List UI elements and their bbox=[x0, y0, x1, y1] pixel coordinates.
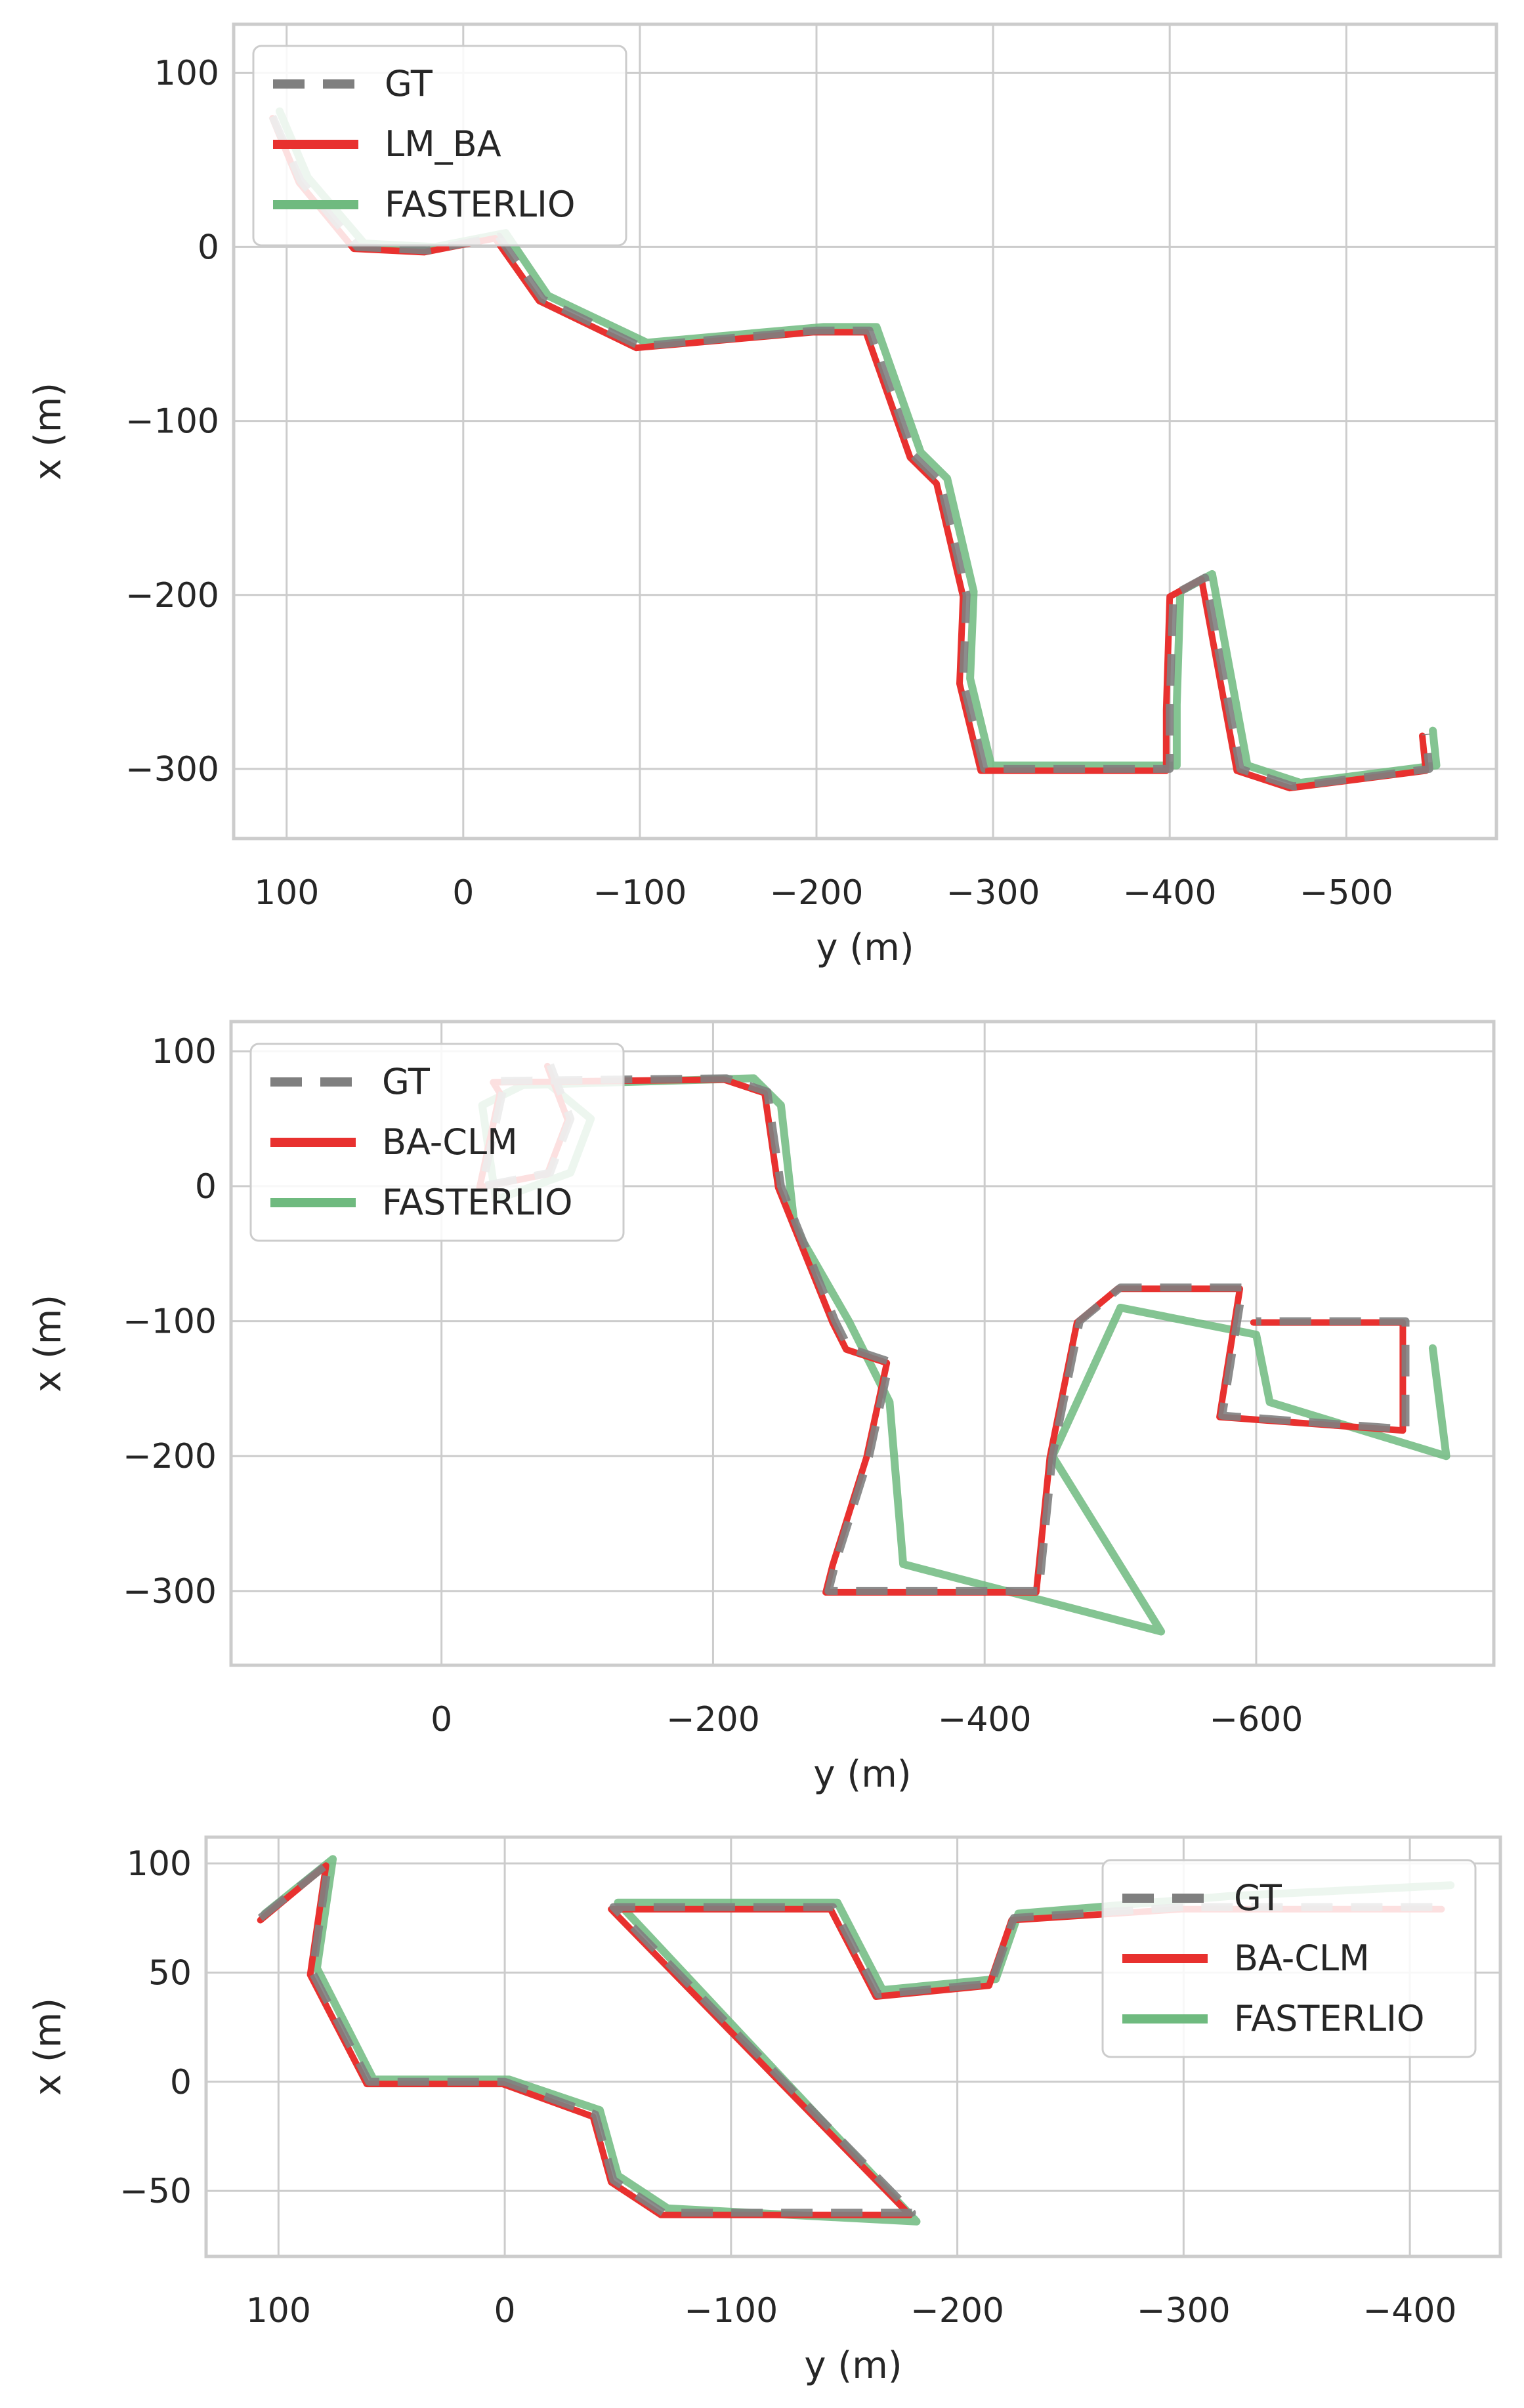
x-tick-label: 0 bbox=[452, 873, 474, 913]
y-tick-label: −300 bbox=[123, 1572, 217, 1611]
y-axis-label: x (m) bbox=[27, 383, 70, 480]
x-tick-label: 0 bbox=[494, 2291, 516, 2331]
legend-label-gt: GT bbox=[1234, 1877, 1282, 1919]
legend-label-fasterlio: FASTERLIO bbox=[385, 184, 575, 225]
plot-frame bbox=[229, 1020, 1496, 1667]
x-tick-label: −300 bbox=[1137, 2291, 1231, 2331]
x-tick-label: 100 bbox=[246, 2291, 311, 2331]
legend-box bbox=[1101, 1859, 1477, 2058]
y-tick-label: 100 bbox=[152, 1032, 217, 1071]
y-tick-label: 0 bbox=[170, 2063, 192, 2102]
y-axis-label: x (m) bbox=[27, 1998, 70, 2096]
x-axis-label: y (m) bbox=[816, 926, 914, 969]
y-tick-label: 0 bbox=[198, 228, 219, 267]
x-tick-label: −100 bbox=[593, 873, 687, 913]
y-tick-label: −100 bbox=[125, 402, 219, 442]
x-tick-label: 0 bbox=[431, 1700, 452, 1739]
legend-label-ba-clm: BA-CLM bbox=[382, 1121, 518, 1163]
y-tick-label: −50 bbox=[119, 2172, 192, 2211]
x-tick-label: −200 bbox=[910, 2291, 1004, 2331]
plot-frame bbox=[232, 22, 1498, 841]
x-axis-label: y (m) bbox=[804, 2344, 902, 2387]
legend-label-fasterlio: FASTERLIO bbox=[382, 1182, 572, 1223]
x-tick-label: −300 bbox=[946, 873, 1040, 913]
x-tick-label: −100 bbox=[684, 2291, 778, 2331]
legend-label-gt: GT bbox=[382, 1061, 431, 1102]
y-axis-label: x (m) bbox=[27, 1295, 70, 1392]
x-tick-label: −500 bbox=[1300, 873, 1393, 913]
trajectory-panel-3: 100 0 −100 −200 −300 −400 −50 0 50 100 y (m) x (m) G… bbox=[27, 1835, 1502, 2387]
trajectory-panel-1: 100 0 −100 −200 −300 −400 −500 −300 −200 −100 0 100… bbox=[27, 22, 1498, 969]
y-tick-label: −100 bbox=[123, 1302, 217, 1342]
y-tick-label: −200 bbox=[123, 1437, 217, 1476]
x-tick-label: −200 bbox=[770, 873, 864, 913]
x-tick-label: −400 bbox=[1123, 873, 1217, 913]
x-tick-label: −400 bbox=[1363, 2291, 1457, 2331]
x-tick-label: −600 bbox=[1210, 1700, 1303, 1739]
x-axis-label: y (m) bbox=[813, 1753, 911, 1796]
y-tick-label: −300 bbox=[125, 750, 219, 789]
y-tick-label: −200 bbox=[125, 576, 219, 615]
trajectory-panel-2: 0 −200 −400 −600 −300 −200 −100 0 100 y (m) x (m) G… bbox=[27, 1020, 1496, 1796]
x-tick-label: −400 bbox=[938, 1700, 1032, 1739]
plot-area bbox=[257, 1855, 1455, 2226]
legend-box bbox=[252, 45, 627, 247]
x-tick-label: 100 bbox=[254, 873, 319, 913]
legend-box bbox=[249, 1043, 625, 1242]
y-tick-label: 100 bbox=[127, 1844, 192, 1884]
legend-label-ba-clm: BA-CLM bbox=[1234, 1938, 1370, 1979]
y-tick-label: 50 bbox=[148, 1953, 192, 1993]
series-line-gt bbox=[257, 1859, 1444, 2217]
plot-frame bbox=[204, 1835, 1502, 2258]
x-tick-label: −200 bbox=[666, 1700, 760, 1739]
y-tick-label: 0 bbox=[195, 1167, 217, 1207]
y-tick-label: 100 bbox=[154, 54, 219, 93]
legend-label-lm-ba: LM_BA bbox=[385, 123, 501, 165]
legend-label-gt: GT bbox=[385, 63, 433, 104]
legend-label-fasterlio: FASTERLIO bbox=[1234, 1998, 1424, 2039]
